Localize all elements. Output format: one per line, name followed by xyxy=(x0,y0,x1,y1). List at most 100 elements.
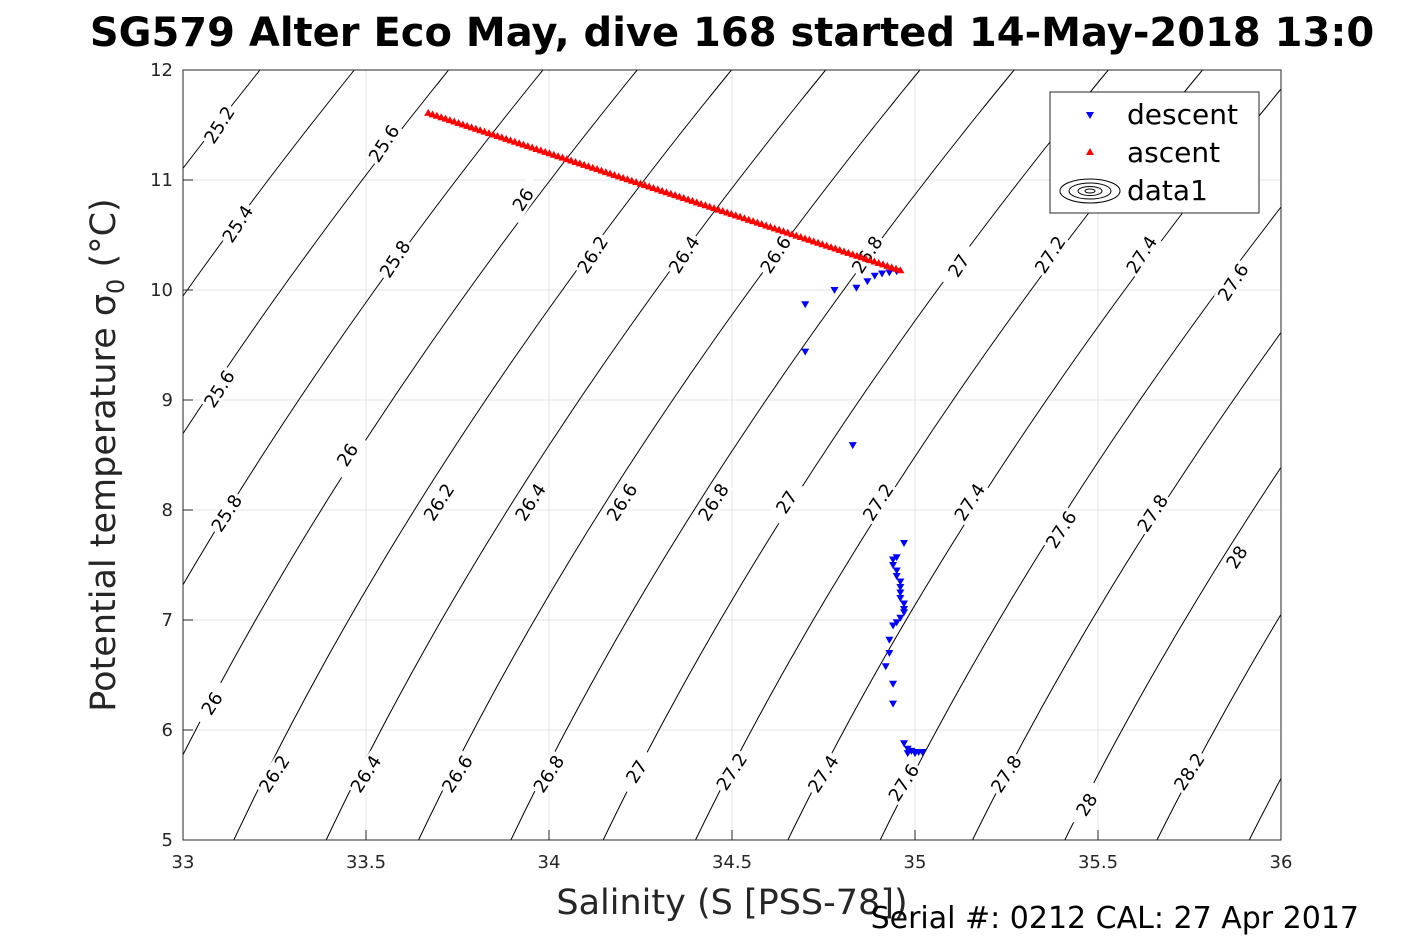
ascent-point xyxy=(796,233,805,241)
contour-label-background xyxy=(803,750,844,798)
legend-ascent-marker xyxy=(1086,148,1094,155)
contour-label-background xyxy=(419,478,459,526)
contour-label-background xyxy=(1169,748,1210,796)
descent-point xyxy=(892,573,901,580)
chart-title: SG579 Alter Eco May, dive 168 started 14… xyxy=(90,10,1374,56)
ascent-point xyxy=(532,144,541,152)
descent-point xyxy=(900,600,909,608)
descent-point xyxy=(903,745,912,753)
ascent-point xyxy=(575,159,584,167)
ascent-point xyxy=(432,111,441,119)
ascent-point xyxy=(792,231,801,239)
ascent-point xyxy=(480,127,489,135)
ascent-point xyxy=(896,266,905,274)
ascent-point xyxy=(562,155,571,163)
y-tick-label: 6 xyxy=(162,720,173,741)
ascent-point xyxy=(471,124,480,132)
ascent-point xyxy=(805,235,814,243)
serial-calibration-footer: Serial #: 0212 CAL: 27 Apr 2017 xyxy=(871,901,1359,936)
ascent-point xyxy=(731,211,740,219)
descent-point xyxy=(863,278,872,286)
ascent-point xyxy=(684,195,693,203)
contour-label-background xyxy=(756,231,796,279)
ascent-point xyxy=(506,136,515,144)
ascent-point xyxy=(705,202,714,210)
ascent-point xyxy=(861,254,870,262)
ascent-point xyxy=(458,120,467,128)
ascent-point xyxy=(887,263,896,271)
ascent-point xyxy=(484,129,493,137)
ascent-point xyxy=(541,147,550,155)
ascent-point xyxy=(801,234,810,242)
contour-label-background xyxy=(218,200,258,248)
ascent-point xyxy=(679,194,688,202)
contour-label-background xyxy=(1213,258,1253,306)
ascent-point xyxy=(666,189,675,197)
ascent-point xyxy=(775,225,784,233)
contour-label-background xyxy=(364,120,404,168)
x-tick-label: 33.5 xyxy=(346,852,386,873)
legend-ascent-label: ascent xyxy=(1127,136,1220,169)
ascent-point xyxy=(606,169,615,177)
legend-data1-label: data1 xyxy=(1127,174,1208,207)
contour-label-background xyxy=(664,231,704,279)
isopycnal-line xyxy=(1407,15,1417,895)
ascent-point xyxy=(450,117,459,125)
descent-point xyxy=(911,750,919,758)
ascent-point xyxy=(567,156,576,164)
contour-label-background xyxy=(207,489,247,537)
y-tick-label: 5 xyxy=(162,830,173,851)
descent-point xyxy=(896,595,905,602)
ascent-point xyxy=(424,108,433,116)
contour-label-background xyxy=(328,431,368,479)
contour-label-background xyxy=(858,478,898,526)
contour-label-background xyxy=(573,231,613,279)
ascent-point xyxy=(749,217,758,225)
legend-descent-label: descent xyxy=(1127,98,1238,131)
ascent-point xyxy=(428,110,437,118)
descent-point xyxy=(852,284,861,292)
ascent-point xyxy=(840,247,849,255)
ascent-point xyxy=(515,139,524,147)
x-tick-label: 33 xyxy=(172,852,195,873)
ascent-point xyxy=(827,243,836,251)
contour-label-background xyxy=(437,750,478,798)
ascent-point xyxy=(675,192,684,200)
ascent-point xyxy=(710,204,719,212)
x-tick-label: 34 xyxy=(538,852,561,873)
isopycnal-line xyxy=(1064,466,1281,840)
contour-label-background xyxy=(694,478,734,526)
ascent-point xyxy=(649,183,658,191)
ascent-point xyxy=(437,113,446,121)
isopycnal-line xyxy=(183,70,355,297)
ascent-point xyxy=(753,218,762,226)
ascent-point xyxy=(723,208,732,216)
contour-label-background xyxy=(503,176,543,224)
legend-box xyxy=(1049,91,1260,214)
descent-point xyxy=(878,270,887,278)
contour-label-background xyxy=(254,750,295,798)
contour-label-background xyxy=(986,750,1027,798)
descent-point xyxy=(896,578,905,586)
ascent-point xyxy=(658,186,667,194)
ascent-point xyxy=(580,160,589,168)
descent-point xyxy=(892,554,901,562)
contour-label-background xyxy=(767,478,807,526)
ascent-point xyxy=(445,116,454,124)
contour-label-background xyxy=(511,478,551,526)
ascent-point xyxy=(645,182,654,190)
y-axis-title-main: Potential temperature σ xyxy=(84,294,124,712)
ascent-point xyxy=(593,165,602,173)
contour-label-background xyxy=(192,680,232,727)
y-tick-label: 7 xyxy=(162,610,173,631)
ascent-point xyxy=(497,133,506,141)
descent-point xyxy=(900,540,909,547)
contour-label-background xyxy=(1122,231,1162,279)
contour-label-background xyxy=(200,101,240,149)
contour-label-background xyxy=(847,231,887,279)
contour-label-background xyxy=(529,750,569,798)
isopycnal-line xyxy=(602,70,1109,840)
ascent-point xyxy=(502,134,511,142)
ascent-point xyxy=(619,173,628,181)
